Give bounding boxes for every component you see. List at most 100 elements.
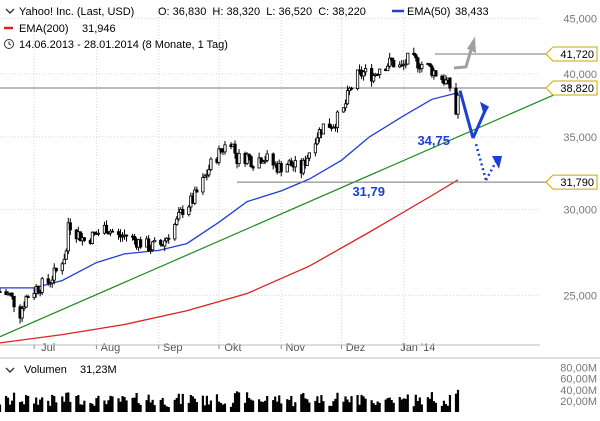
arrowhead (480, 101, 489, 116)
volume-bar (217, 401, 221, 412)
volume-bar (39, 399, 42, 412)
candle-body (341, 107, 346, 113)
volume-bar (12, 392, 16, 412)
volume-bar (360, 394, 363, 412)
volume-bar (69, 401, 72, 412)
x-tick-label: Nov (285, 342, 305, 354)
chevron-down-icon[interactable] (5, 367, 15, 373)
volume-bar (95, 398, 98, 412)
ema50-line (0, 92, 459, 289)
volume-bar (374, 404, 377, 412)
volume-bar (400, 399, 403, 412)
candle-body (22, 306, 26, 309)
volume-bar (33, 403, 36, 412)
volume-bar (260, 401, 263, 412)
candle-body (60, 263, 64, 272)
candle-body (420, 64, 424, 69)
volume-bar (23, 404, 26, 412)
candle-body (151, 241, 155, 251)
volume-bar (292, 406, 295, 412)
volume-bar (358, 404, 361, 412)
volume-bar (440, 405, 444, 412)
ema200-legend-label: EMA(200) (19, 23, 69, 35)
volume-bar (25, 395, 28, 412)
volume-bar (137, 403, 140, 412)
volume-bar (27, 395, 30, 412)
chevron-down-icon[interactable] (5, 8, 15, 14)
candle-body (345, 90, 350, 105)
volume-bar (117, 398, 120, 412)
volume-bar (187, 402, 190, 412)
arrow-up-solid (471, 110, 487, 139)
volume-bar (300, 394, 303, 412)
date-range: 14.06.2013 - 28.01.2014 (8 Monate, 1 Tag… (19, 39, 228, 51)
volume-bar (123, 397, 126, 412)
ema200-legend-value: 31,946 (82, 23, 116, 35)
arrow-up-dotted (484, 161, 498, 181)
candle-body (386, 65, 390, 72)
volume-bar (195, 402, 198, 412)
level-price-tag (545, 80, 598, 96)
volume-bar (306, 399, 309, 412)
volume-bar (193, 398, 196, 412)
volume-bar (456, 389, 460, 412)
y-tick-label: 25,000 (563, 290, 597, 302)
candle-body (456, 94, 460, 115)
candle-body (116, 231, 121, 236)
candle-body (372, 75, 376, 82)
volume-bar (390, 400, 393, 412)
level-price-tag (545, 46, 598, 62)
volume-bar (175, 397, 178, 412)
volume-bar (356, 394, 359, 412)
candle-body (203, 175, 207, 178)
candle-body (167, 237, 171, 240)
volume-tick-label: 60,00M (560, 374, 597, 386)
volume-bar (398, 396, 401, 412)
volume-bar (258, 399, 261, 412)
volume-bar (454, 393, 458, 412)
ema200-layer (0, 179, 459, 344)
candle-body (349, 87, 354, 90)
volume-bar (109, 395, 112, 412)
candle-body (293, 160, 297, 168)
volume-bar (41, 397, 44, 412)
candle-body (412, 52, 416, 56)
candle-body (50, 279, 54, 284)
volume-bar (161, 397, 164, 412)
volume-bar (75, 396, 78, 412)
volume-bar (121, 396, 124, 412)
volume-bar (235, 391, 239, 412)
volume-bar (386, 398, 389, 412)
candle-body (404, 63, 408, 66)
volume-bar (274, 396, 277, 412)
candle-body (313, 143, 317, 154)
volume-bar (402, 398, 405, 412)
candle-body (90, 231, 95, 244)
candle-body (120, 235, 125, 238)
candle-body (177, 212, 181, 220)
volume-bar (18, 402, 22, 412)
volume-bar (229, 406, 233, 412)
candle-body (66, 222, 70, 252)
candle-body (149, 249, 153, 252)
volume-bar (432, 401, 435, 412)
volume-bar (262, 401, 265, 412)
volume-bar (316, 396, 319, 412)
volume-bar (302, 392, 305, 412)
volume-bar (344, 396, 347, 412)
volume-bar (167, 406, 170, 412)
candle-body (32, 293, 36, 298)
candle-body (217, 148, 221, 163)
candle-body (96, 232, 101, 235)
volume-bar (165, 406, 168, 412)
volume-bar (125, 400, 128, 412)
volume-bar (336, 392, 339, 412)
instrument-title: Yahoo! Inc. (Last, USD) (19, 6, 134, 18)
candle-body (335, 111, 340, 129)
candle-body (388, 57, 392, 67)
candle-body (10, 292, 14, 297)
volume-bar (6, 397, 10, 412)
volume-bar (209, 400, 213, 412)
volume-bar (294, 402, 297, 412)
